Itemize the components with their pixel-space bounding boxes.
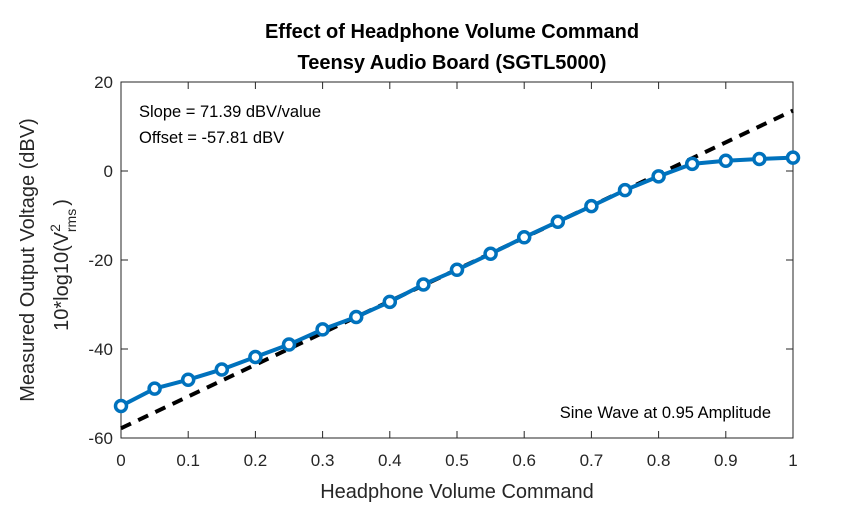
data-point (248, 349, 263, 365)
y-tick-label: -20 (88, 251, 113, 270)
y-axis-label-line1: Measured Output Voltage (dBV) (17, 118, 39, 402)
x-tick-label: 0.9 (714, 451, 738, 470)
y-axis-label-line2: 10*log10(V2rms) (47, 199, 79, 331)
data-point (113, 398, 129, 414)
y-tick-label: 20 (94, 73, 113, 92)
y-tick-labels: 20 0 -20 -40 -60 (88, 73, 113, 448)
plot-area-box (120, 81, 794, 439)
data-point (718, 153, 734, 169)
x-tick-label: 0.3 (311, 451, 335, 470)
x-tick-label: 0.8 (647, 451, 671, 470)
data-point (382, 294, 398, 310)
slope-annotation: Slope = 71.39 dBV/value (139, 103, 321, 121)
data-markers (113, 150, 801, 414)
x-tick-label: 0.2 (244, 451, 268, 470)
x-tick-labels: 0 0.1 0.2 0.3 0.4 0.5 0.6 0.7 0.8 0.9 1 (116, 451, 797, 470)
x-tick-label: 0.5 (445, 451, 469, 470)
y-axis-label-line2-suffix: ) (51, 199, 73, 206)
y-axis-label-line2-sup: 2 (47, 224, 63, 232)
x-tick-label: 0.1 (176, 451, 200, 470)
x-tick-label: 0.7 (580, 451, 604, 470)
data-point (785, 150, 801, 165)
x-tick-label: 0.4 (378, 451, 402, 470)
y-tick-label: -60 (88, 429, 113, 448)
data-point (147, 381, 162, 396)
data-point (550, 214, 566, 229)
data-point (617, 182, 633, 198)
y-axis-label-line2-sub: rms (63, 209, 79, 232)
tick-marks (120, 81, 794, 439)
x-tick-label: 1 (788, 451, 797, 470)
chart-title-line1: Effect of Headphone Volume Command (265, 21, 639, 43)
sine-wave-annotation: Sine Wave at 0.95 Amplitude (560, 404, 771, 422)
data-point (516, 230, 532, 245)
chart-title-line2: Teensy Audio Board (SGTL5000) (298, 52, 607, 74)
data-point (449, 262, 465, 278)
data-point (416, 277, 431, 292)
data-point (752, 151, 767, 167)
y-tick-label: -40 (88, 340, 113, 359)
data-point (348, 309, 364, 325)
offset-annotation: Offset = -57.81 dBV (139, 129, 284, 147)
y-axis-label-line2-prefix: 10*log10(V (51, 231, 73, 331)
data-point (684, 156, 700, 172)
x-tick-label: 0 (116, 451, 125, 470)
x-axis-label: Headphone Volume Command (320, 481, 594, 503)
y-tick-label: 0 (104, 162, 113, 181)
data-point (315, 322, 330, 337)
data-point (180, 372, 196, 387)
data-point (483, 246, 498, 262)
data-point (214, 362, 230, 377)
x-tick-label: 0.6 (512, 451, 536, 470)
data-point (281, 337, 297, 352)
data-point (584, 198, 599, 214)
data-point (651, 169, 666, 184)
